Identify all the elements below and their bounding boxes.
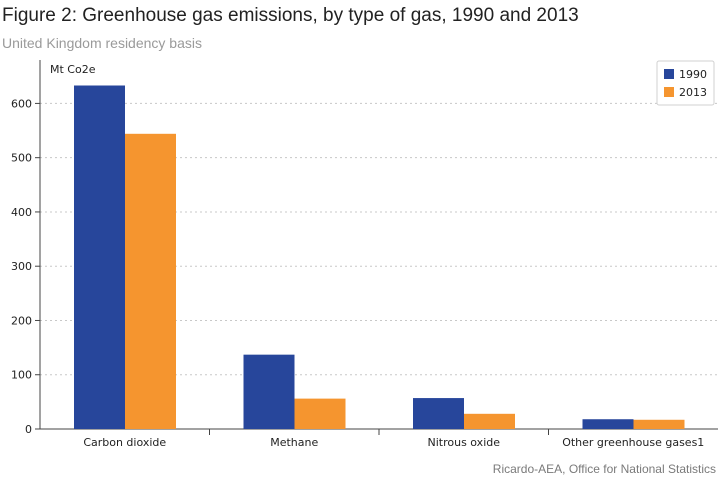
gridlines [40, 102, 718, 376]
y-tick-label: 500 [11, 152, 32, 165]
bar-1990 [413, 398, 464, 429]
x-tick-label: Other greenhouse gases1 [562, 436, 704, 449]
y-axis-label: Mt Co2e [50, 63, 96, 76]
y-tick-label: 400 [11, 206, 32, 219]
bar-2013 [125, 133, 176, 430]
bar-1990 [74, 85, 125, 430]
bar-1990 [582, 419, 634, 429]
legend: 1990 2013 [656, 60, 715, 106]
bar-2013 [633, 419, 685, 429]
y-tick-label: 200 [11, 314, 32, 327]
bar-2013 [464, 413, 515, 429]
legend-swatch [664, 69, 674, 79]
source-note: Ricardo-AEA, Office for National Statist… [492, 462, 716, 476]
y-axis: 0 100 200 300 400 500 600 [11, 60, 41, 436]
y-tick-label: 100 [11, 369, 32, 382]
chart-subtitle: United Kingdom residency basis [2, 35, 202, 51]
legend-label: 2013 [679, 86, 707, 99]
x-tick-label: Nitrous oxide [427, 436, 500, 449]
legend-swatch [664, 87, 674, 97]
bar-2013 [294, 398, 346, 429]
y-tick-label: 0 [25, 423, 32, 436]
legend-label: 1990 [679, 68, 707, 81]
x-axis: Carbon dioxide Methane Nitrous oxide Other … [40, 428, 718, 449]
x-tick-label: Methane [270, 436, 318, 449]
bars [74, 85, 685, 430]
y-tick-label: 600 [11, 97, 32, 110]
bar-1990 [243, 354, 295, 429]
x-tick-label: Carbon dioxide [83, 436, 166, 449]
y-tick-label: 300 [11, 260, 32, 273]
chart-title: Figure 2: Greenhouse gas emissions, by t… [2, 5, 579, 26]
